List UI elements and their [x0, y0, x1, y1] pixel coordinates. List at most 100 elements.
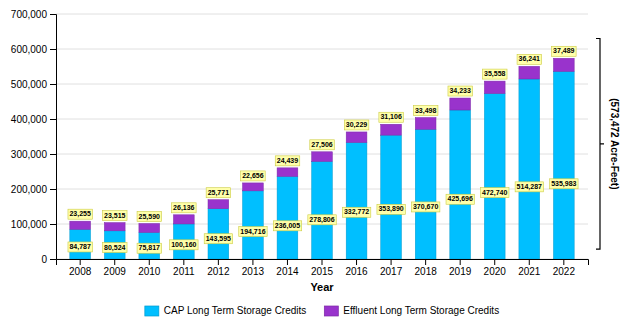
data-label-text: 75,817 [139, 244, 161, 252]
data-label: 23,255 [68, 209, 93, 219]
data-label: 84,787 [68, 242, 93, 252]
legend: CAP Long Term Storage CreditsEffluent Lo… [145, 305, 499, 316]
data-label: 194,716 [239, 227, 267, 237]
bars [70, 58, 574, 259]
tick-label: 2015 [311, 266, 334, 277]
data-label-text: 27,506 [311, 141, 333, 149]
tick-label: 100,000 [11, 219, 48, 230]
data-label-text: 23,515 [104, 212, 126, 220]
bar [104, 231, 125, 259]
bar [415, 118, 436, 130]
tick-label: 2013 [242, 266, 265, 277]
data-label-box [170, 240, 198, 250]
chart: 0100,000200,000300,000400,000500,000600,… [0, 0, 636, 323]
data-label: 35,558 [483, 69, 508, 79]
data-label-text: 514,287 [517, 183, 542, 191]
brace [596, 39, 604, 250]
bar [243, 183, 264, 191]
plot: 0100,000200,000300,000400,000500,000600,… [11, 9, 621, 293]
data-label-box [68, 242, 93, 252]
data-label-box [239, 227, 267, 237]
tick: 2021 [518, 259, 541, 277]
data-label: 143,595 [204, 234, 232, 244]
tick-mark [287, 259, 288, 265]
data-label: 236,005 [273, 221, 301, 231]
data-label-text: 25,590 [139, 213, 161, 221]
data-label-text: 80,524 [104, 244, 126, 252]
tick-label: 2011 [173, 266, 195, 277]
data-label: 33,498 [413, 106, 438, 116]
tick: 2018 [415, 259, 438, 277]
tick: 2022 [553, 259, 576, 277]
tick: 400,000 [11, 114, 56, 125]
data-label-box [103, 211, 128, 221]
data-label-box [137, 212, 162, 222]
tick-mark [50, 14, 56, 15]
bar [139, 232, 160, 259]
tick-mark [563, 259, 564, 265]
tick-label: 700,000 [11, 9, 48, 20]
data-label-box [342, 207, 370, 217]
data-label-box [552, 46, 577, 56]
data-label-box [308, 215, 336, 225]
data-label-box [273, 221, 301, 231]
data-label-box [411, 202, 439, 212]
legend-label: CAP Long Term Storage Credits [164, 305, 306, 316]
tick-label: 2017 [380, 266, 403, 277]
tick: 0 [41, 254, 56, 265]
data-label: 24,439 [275, 156, 300, 166]
data-label: 22,656 [241, 171, 266, 181]
data-label-text: 37,489 [553, 47, 575, 55]
data-label: 75,817 [137, 243, 162, 253]
data-label-text: 25,771 [208, 189, 230, 197]
data-label-box [206, 188, 231, 198]
y-axis: 0100,000200,000300,000400,000500,000600,… [11, 9, 57, 265]
tick-label: 2020 [484, 266, 507, 277]
bar-series [70, 71, 574, 259]
data-label-text: 332,772 [344, 208, 369, 216]
tick-label: 2012 [207, 266, 230, 277]
data-label-text: 22,656 [242, 172, 264, 180]
data-label-box [481, 188, 509, 198]
data-label: 36,241 [517, 54, 542, 64]
tick-label: 2019 [449, 266, 472, 277]
data-label: 472,740 [481, 188, 509, 198]
data-label-text: 34,233 [449, 87, 471, 95]
data-label: 37,489 [552, 46, 577, 56]
data-label: 535,983 [550, 179, 578, 189]
bar [484, 81, 505, 93]
tick-mark [50, 119, 56, 120]
tick-label: 400,000 [11, 114, 48, 125]
tick-label: 2008 [69, 266, 92, 277]
bar [208, 200, 229, 209]
tick: 2008 [69, 259, 92, 277]
data-label-text: 278,806 [309, 216, 334, 224]
data-label-text: 194,716 [240, 228, 265, 236]
bar [381, 124, 402, 135]
data-label-text: 31,106 [380, 113, 402, 121]
y-axis-title: (573,472 Acre-Feet) [609, 98, 620, 189]
tick-mark [460, 259, 461, 265]
bar [553, 58, 574, 71]
data-label-box [448, 86, 473, 96]
tick: 2010 [138, 259, 161, 277]
tick-mark [50, 154, 56, 155]
tick-label: 2016 [345, 266, 368, 277]
data-label-box [446, 194, 474, 204]
data-label-text: 236,005 [275, 222, 300, 230]
data-label-text: 24,439 [277, 157, 299, 165]
bar [312, 152, 333, 162]
bar [104, 223, 125, 231]
bar [450, 110, 471, 259]
tick: 300,000 [11, 149, 56, 160]
bar [415, 129, 436, 259]
grid-line [56, 119, 588, 120]
tick-mark [50, 189, 56, 190]
tick: 200,000 [11, 184, 56, 195]
data-label: 31,106 [379, 112, 404, 122]
x-axis-title: Year [310, 281, 334, 293]
bar [70, 229, 91, 259]
data-label-box [517, 54, 542, 64]
tick: 2013 [242, 259, 265, 277]
data-label-box [172, 203, 197, 213]
